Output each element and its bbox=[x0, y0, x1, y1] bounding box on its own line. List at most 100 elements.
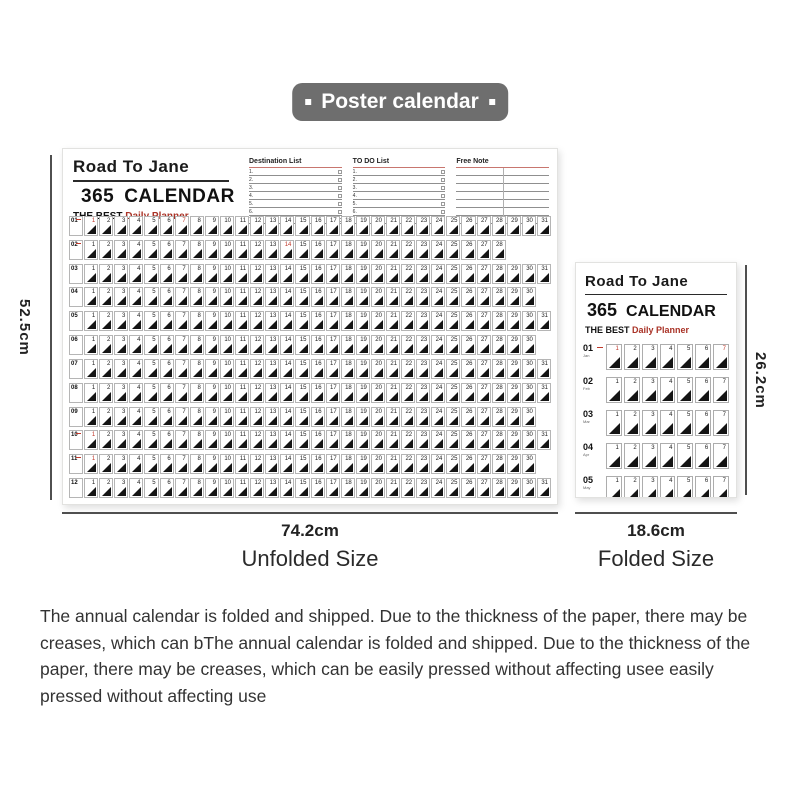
note-list-line: 4. bbox=[352, 192, 446, 200]
corner-triangle-icon bbox=[162, 344, 172, 354]
day-number: 27 bbox=[480, 408, 488, 415]
day-number: 16 bbox=[314, 479, 322, 486]
day-number: 2 bbox=[106, 456, 111, 463]
day-cell: 20 bbox=[370, 406, 385, 427]
day-cell: 10 bbox=[219, 335, 235, 356]
day-cell: 12 bbox=[250, 430, 265, 451]
day-cell: 26 bbox=[461, 216, 476, 236]
corner-triangle-icon bbox=[102, 225, 112, 234]
day-cell: 24 bbox=[431, 358, 446, 379]
corner-triangle-icon bbox=[404, 296, 414, 306]
day-number: 1 bbox=[91, 384, 96, 391]
corner-triangle-icon bbox=[177, 320, 187, 330]
note-list-title: TO DO List bbox=[352, 158, 446, 168]
corner-triangle-icon bbox=[132, 225, 142, 234]
day-number: 5 bbox=[152, 360, 156, 367]
corner-triangle-icon bbox=[298, 320, 308, 330]
poster-header-folded: Road To Jane 365 CALENDAR THE BEST Daily … bbox=[585, 273, 727, 335]
folded-month-row: 02 Feb 1 2 3 4 5 6 7 bbox=[583, 377, 730, 403]
day-number: 29 bbox=[511, 432, 518, 439]
day-number: 12 bbox=[254, 241, 262, 248]
corner-triangle-icon bbox=[343, 415, 353, 425]
day-number: 9 bbox=[212, 289, 216, 296]
corner-triangle-icon bbox=[132, 248, 142, 258]
day-cell: 31 bbox=[536, 358, 551, 379]
corner-triangle-icon bbox=[389, 486, 399, 496]
day-cell: 21 bbox=[385, 216, 401, 236]
day-cell: 3 bbox=[641, 344, 658, 370]
corner-triangle-icon bbox=[328, 296, 338, 306]
day-cell: 22 bbox=[401, 406, 416, 427]
line-number: 2. bbox=[249, 177, 254, 183]
day-cell: 21 bbox=[385, 239, 401, 260]
corner-triangle-icon bbox=[283, 391, 293, 401]
corner-triangle-icon bbox=[313, 320, 323, 330]
note-list-line: 5. bbox=[352, 200, 446, 208]
corner-triangle-icon bbox=[147, 391, 157, 401]
day-cell: 3 bbox=[114, 335, 129, 356]
calendar-title-number: 365 bbox=[587, 300, 618, 320]
day-number: 25 bbox=[450, 432, 458, 439]
day-number: 11 bbox=[239, 289, 247, 296]
corner-triangle-icon bbox=[626, 489, 638, 497]
day-number: 27 bbox=[480, 241, 488, 248]
corner-triangle-icon bbox=[373, 415, 383, 425]
day-cell: 28 bbox=[491, 287, 506, 308]
corner-triangle-icon bbox=[268, 296, 278, 306]
corner-triangle-icon bbox=[449, 415, 459, 425]
corner-triangle-icon bbox=[494, 486, 504, 496]
day-number: 21 bbox=[390, 479, 398, 486]
month-row: 08 1 2 3 4 5 6 7 8 9 10 11 12 13 14 15 16 17 18 19 20 21 22 23 2… bbox=[69, 382, 551, 403]
corner-triangle-icon bbox=[626, 423, 638, 434]
day-number: 21 bbox=[390, 265, 398, 272]
corner-triangle-icon bbox=[479, 367, 489, 377]
corner-triangle-icon bbox=[358, 486, 368, 496]
note-list-line: 4. bbox=[249, 192, 342, 200]
day-cell: 3 bbox=[114, 311, 129, 332]
day-cell: 15 bbox=[295, 239, 310, 260]
day-cell: 16 bbox=[310, 454, 325, 475]
day-number: 1 bbox=[615, 445, 619, 451]
day-number: 3 bbox=[122, 241, 126, 248]
corner-triangle-icon bbox=[464, 272, 474, 282]
corner-triangle-icon bbox=[162, 439, 172, 449]
day-cell: 11 bbox=[235, 358, 250, 379]
corner-triangle-icon bbox=[449, 367, 459, 377]
day-cell: 2 bbox=[623, 344, 640, 370]
day-cell: 8 bbox=[189, 382, 204, 403]
corner-triangle-icon bbox=[358, 463, 368, 473]
corner-triangle-icon bbox=[238, 320, 248, 330]
corner-triangle-icon bbox=[680, 456, 692, 467]
day-number: 28 bbox=[496, 360, 503, 367]
corner-triangle-icon bbox=[177, 248, 187, 258]
day-number: 4 bbox=[669, 346, 673, 352]
day-number: 1 bbox=[91, 408, 96, 415]
day-number: 6 bbox=[167, 432, 171, 439]
day-cell: 16 bbox=[310, 216, 325, 236]
day-number: 2 bbox=[633, 412, 637, 418]
day-cell: 19 bbox=[355, 287, 370, 308]
corner-triangle-icon bbox=[449, 320, 459, 330]
day-number: 25 bbox=[450, 456, 458, 463]
day-cell: 10 bbox=[219, 382, 235, 403]
day-cell: 23 bbox=[416, 263, 431, 284]
day-cell: 10 bbox=[219, 430, 235, 451]
day-cell: 2 bbox=[623, 443, 640, 469]
corner-triangle-icon bbox=[207, 344, 217, 354]
day-cell: 30 bbox=[521, 454, 536, 475]
day-cell: 15 bbox=[295, 358, 310, 379]
corner-triangle-icon bbox=[117, 415, 127, 425]
day-number: 2 bbox=[633, 379, 637, 385]
day-number: 7 bbox=[722, 412, 727, 418]
day-cell: 24 bbox=[431, 263, 446, 284]
day-number: 17 bbox=[330, 241, 337, 248]
day-number: 15 bbox=[299, 360, 307, 367]
day-cell: 23 bbox=[416, 216, 431, 236]
day-number: 29 bbox=[511, 218, 518, 224]
day-number: 24 bbox=[435, 218, 443, 224]
day-cell: 26 bbox=[461, 454, 476, 475]
day-number: 12 bbox=[254, 384, 262, 391]
day-cell: 25 bbox=[446, 406, 461, 427]
day-number: 21 bbox=[390, 218, 398, 224]
corner-triangle-icon bbox=[162, 463, 172, 473]
